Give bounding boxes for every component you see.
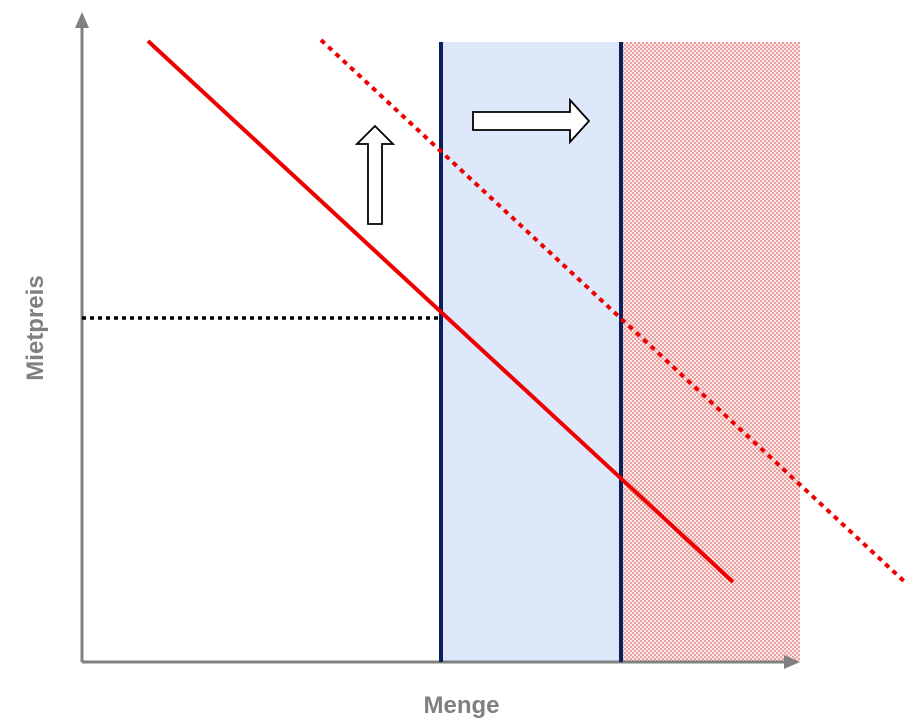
demand-line-original	[146, 39, 735, 584]
price-increase-arrow-icon	[354, 124, 396, 225]
shaded-region	[621, 42, 800, 662]
y-axis-arrow-icon	[75, 12, 89, 28]
demand-line-shifted	[319, 38, 909, 586]
expansion-band	[441, 42, 621, 662]
quantity-increase-arrow-icon	[472, 97, 591, 145]
y-axis-label: Mietpreis	[22, 275, 49, 381]
x-axis-arrow-icon	[784, 655, 800, 669]
x-axis-label: Menge	[423, 692, 500, 719]
